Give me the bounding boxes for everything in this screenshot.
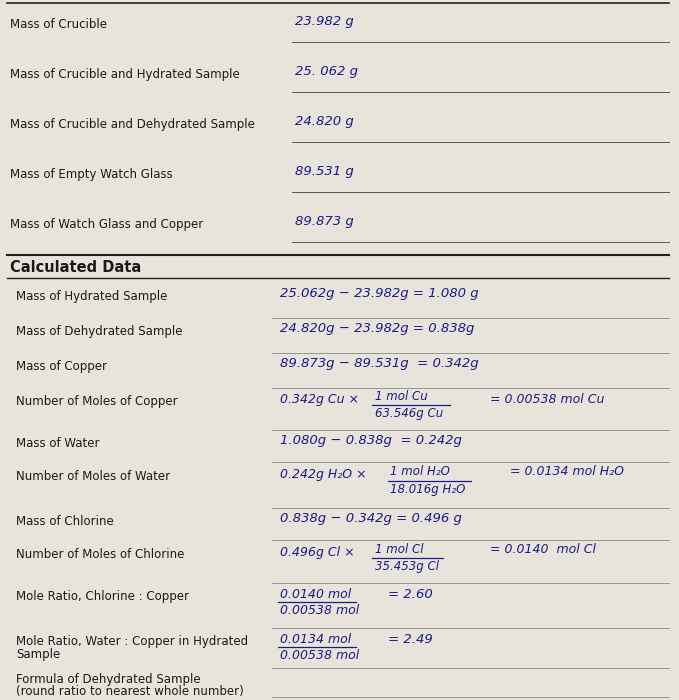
Text: 89.873g − 89.531g  = 0.342g: 89.873g − 89.531g = 0.342g: [280, 357, 479, 370]
Text: Mass of Crucible and Hydrated Sample: Mass of Crucible and Hydrated Sample: [10, 68, 240, 81]
Text: (round ratio to nearest whole number): (round ratio to nearest whole number): [16, 685, 244, 698]
Text: 35.453g Cl: 35.453g Cl: [375, 560, 439, 573]
Text: Mass of Chlorine: Mass of Chlorine: [16, 515, 114, 528]
Text: = 2.60: = 2.60: [388, 588, 433, 601]
Text: 24.820g − 23.982g = 0.838g: 24.820g − 23.982g = 0.838g: [280, 322, 475, 335]
Text: Mass of Water: Mass of Water: [16, 437, 100, 450]
Text: 0.00538 mol: 0.00538 mol: [280, 649, 359, 662]
Text: 1.080g − 0.838g  = 0.242g: 1.080g − 0.838g = 0.242g: [280, 434, 462, 447]
Text: Mass of Empty Watch Glass: Mass of Empty Watch Glass: [10, 168, 172, 181]
Text: 0.0134 mol: 0.0134 mol: [280, 633, 351, 646]
Text: 1 mol Cl: 1 mol Cl: [375, 543, 424, 556]
Text: 1 mol Cu: 1 mol Cu: [375, 390, 428, 403]
Text: 0.838g − 0.342g = 0.496 g: 0.838g − 0.342g = 0.496 g: [280, 512, 462, 525]
Text: 0.342g Cu ×: 0.342g Cu ×: [280, 393, 359, 406]
Text: Mass of Copper: Mass of Copper: [16, 360, 107, 373]
Text: = 0.0140  mol Cl: = 0.0140 mol Cl: [490, 543, 596, 556]
Text: Formula of Dehydrated Sample: Formula of Dehydrated Sample: [16, 673, 200, 686]
Text: 0.00538 mol: 0.00538 mol: [280, 604, 359, 617]
Text: 23.982 g: 23.982 g: [295, 15, 354, 28]
Text: Mass of Dehydrated Sample: Mass of Dehydrated Sample: [16, 325, 183, 338]
Text: Mass of Crucible and Dehydrated Sample: Mass of Crucible and Dehydrated Sample: [10, 118, 255, 131]
Text: 25.062g − 23.982g = 1.080 g: 25.062g − 23.982g = 1.080 g: [280, 287, 479, 300]
Text: 18.016g H₂O: 18.016g H₂O: [390, 483, 465, 496]
Text: 24.820 g: 24.820 g: [295, 115, 354, 128]
Text: Calculated Data: Calculated Data: [10, 260, 141, 275]
Text: Number of Moles of Copper: Number of Moles of Copper: [16, 395, 178, 408]
Text: Mole Ratio, Chlorine : Copper: Mole Ratio, Chlorine : Copper: [16, 590, 189, 603]
Text: Mass of Crucible: Mass of Crucible: [10, 18, 107, 31]
Text: 1 mol H₂O: 1 mol H₂O: [390, 465, 450, 478]
Text: 0.0140 mol: 0.0140 mol: [280, 588, 351, 601]
Text: 63.546g Cu: 63.546g Cu: [375, 407, 443, 420]
Text: 25. 062 g: 25. 062 g: [295, 65, 358, 78]
Text: Mass of Hydrated Sample: Mass of Hydrated Sample: [16, 290, 168, 303]
Text: 89.873 g: 89.873 g: [295, 215, 354, 228]
Text: 89.531 g: 89.531 g: [295, 165, 354, 178]
Text: Number of Moles of Chlorine: Number of Moles of Chlorine: [16, 548, 185, 561]
Text: 0.242g H₂O ×: 0.242g H₂O ×: [280, 468, 367, 481]
Text: = 0.00538 mol Cu: = 0.00538 mol Cu: [490, 393, 604, 406]
Text: = 2.49: = 2.49: [388, 633, 433, 646]
Text: 0.496g Cl ×: 0.496g Cl ×: [280, 546, 354, 559]
Text: Number of Moles of Water: Number of Moles of Water: [16, 470, 170, 483]
Text: = 0.0134 mol H₂O: = 0.0134 mol H₂O: [510, 465, 624, 478]
Text: Mole Ratio, Water : Copper in Hydrated: Mole Ratio, Water : Copper in Hydrated: [16, 635, 248, 648]
Text: Mass of Watch Glass and Copper: Mass of Watch Glass and Copper: [10, 218, 203, 231]
Text: Sample: Sample: [16, 648, 60, 661]
